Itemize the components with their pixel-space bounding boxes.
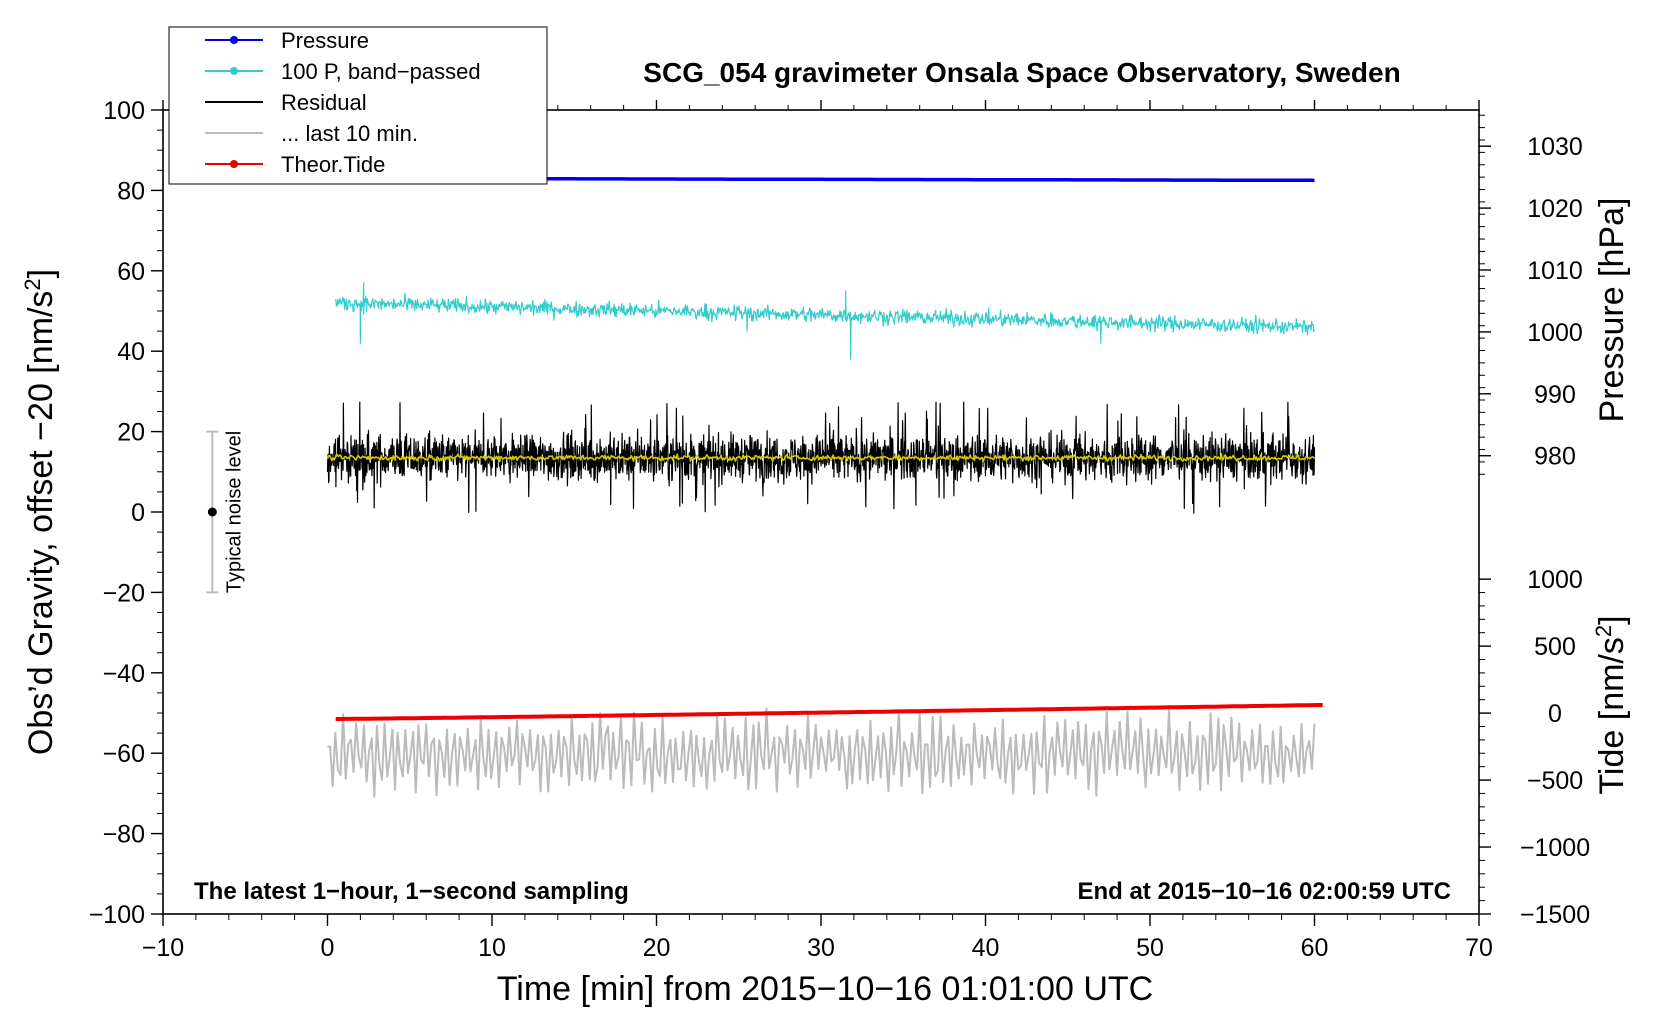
legend-swatch-marker <box>230 36 238 44</box>
x-tick-label: 50 <box>1136 934 1164 962</box>
y-tick-label: −40 <box>103 660 145 688</box>
series-band-passed-pressure <box>335 282 1316 360</box>
pressure-tick-label: 990 <box>1534 381 1576 409</box>
pressure-tick-label: 1010 <box>1527 257 1583 285</box>
legend-swatch-marker <box>230 67 238 75</box>
legend-entry-label: Pressure <box>281 28 369 53</box>
pressure-tick-label: 1030 <box>1527 133 1583 161</box>
legend-entry-label: Theor.Tide <box>281 152 385 177</box>
tide-tick-label: −1500 <box>1520 901 1590 929</box>
pressure-tick-label: 980 <box>1534 443 1576 471</box>
y-tick-label: 100 <box>103 97 145 125</box>
y-tick-label: −80 <box>103 821 145 849</box>
x-tick-label: 70 <box>1465 934 1493 962</box>
tide-tick-label: 0 <box>1548 700 1562 728</box>
legend-box <box>168 26 548 185</box>
y-tick-label: 0 <box>131 499 145 527</box>
tide-tick-label: −1000 <box>1520 834 1590 862</box>
y-tick-label: 20 <box>117 419 145 447</box>
y-axis-title-pressure: Pressure [hPa] <box>1593 198 1631 423</box>
tide-tick-label: −500 <box>1527 767 1583 795</box>
y-tick-label: 40 <box>117 338 145 366</box>
pressure-tick-label: 1020 <box>1527 195 1583 223</box>
series-layer <box>326 176 1323 798</box>
chart-title: SCG_054 gravimeter Onsala Space Observat… <box>643 57 1400 88</box>
noise-bar-center-dot <box>207 507 217 517</box>
x-tick-label: −10 <box>142 934 184 962</box>
x-tick-label: 60 <box>1301 934 1329 962</box>
y-tick-label: −60 <box>103 740 145 768</box>
y-tick-label: 60 <box>117 258 145 286</box>
legend: Pressure 100 P, band−passed Residual ... la… <box>168 26 548 185</box>
axis-ticks: −10 0 10 20 30 40 50 60 70−100−80−60−40−20020406… <box>89 97 1590 962</box>
y-tick-label: −20 <box>103 579 145 607</box>
x-tick-label: 20 <box>643 934 671 962</box>
x-tick-label: 30 <box>807 934 835 962</box>
noise-level-label: Typical noise level <box>223 431 245 593</box>
x-tick-label: 10 <box>478 934 506 962</box>
tide-tick-label: 500 <box>1534 633 1576 661</box>
annotation-sampling: The latest 1−hour, 1−second sampling <box>194 878 629 905</box>
pressure-tick-label: 1000 <box>1527 319 1583 347</box>
x-tick-label: 0 <box>321 934 335 962</box>
y-axis-title-tide: Tide [nm/s2] <box>1591 615 1631 794</box>
series-residual-smoothed <box>326 452 1316 463</box>
x-axis-title: Time [min] from 2015−10−16 01:01:00 UTC <box>497 970 1153 1008</box>
legend-entry-label: Residual <box>281 90 367 115</box>
plot-frame <box>162 109 1480 915</box>
legend-entry-label: ... last 10 min. <box>281 121 418 146</box>
legend-entry-label: 100 P, band−passed <box>281 59 481 84</box>
x-tick-label: 40 <box>972 934 1000 962</box>
series-theoretical-tide <box>335 703 1323 721</box>
y-tick-label: 80 <box>117 177 145 205</box>
legend-swatch-marker <box>230 160 238 168</box>
series-last-10-min <box>327 707 1316 798</box>
y-tick-label: −100 <box>89 901 145 929</box>
series-residual <box>326 401 1316 514</box>
tide-tick-label: 1000 <box>1527 566 1583 594</box>
annotation-end-time: End at 2015−10−16 02:00:59 UTC <box>1077 878 1451 905</box>
noise-level-indicator <box>206 430 219 594</box>
y-axis-title-left: Obs’d Gravity, offset −20 [nm/s2] <box>20 269 60 755</box>
